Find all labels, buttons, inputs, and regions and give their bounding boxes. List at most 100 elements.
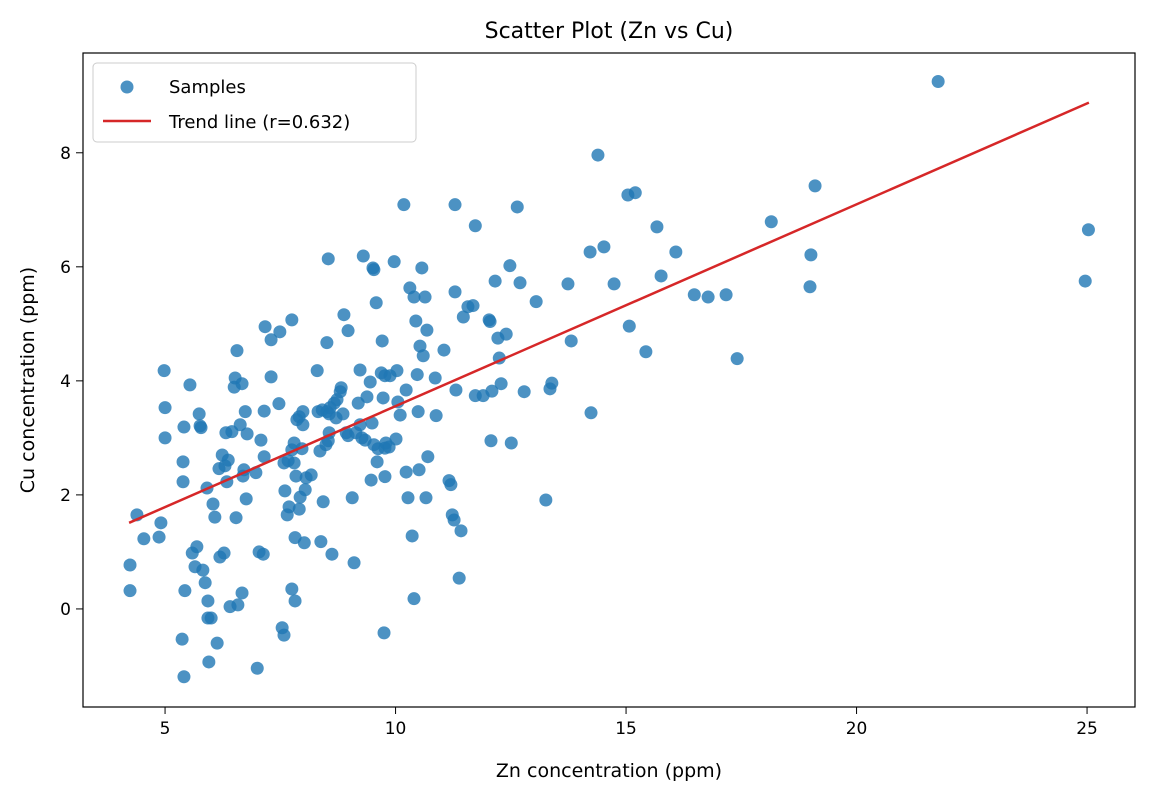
data-point [484, 434, 498, 448]
data-point [444, 478, 458, 492]
data-point [277, 628, 291, 642]
data-point [336, 407, 350, 421]
data-point [503, 259, 517, 273]
data-point [415, 261, 429, 275]
data-point [310, 364, 324, 378]
data-point [517, 385, 531, 399]
legend-samples-label: Samples [169, 77, 246, 98]
data-point [377, 626, 391, 640]
data-point [176, 455, 190, 469]
data-point [448, 198, 462, 212]
y-axis-label: Cu concentration (ppm) [17, 267, 39, 493]
data-point [304, 468, 318, 482]
data-point [314, 535, 328, 549]
data-point [337, 308, 351, 322]
data-point [364, 473, 378, 487]
data-point [597, 240, 611, 254]
data-point [499, 327, 513, 341]
data-point [296, 405, 310, 419]
data-point [447, 513, 461, 527]
data-point [272, 397, 286, 411]
data-point [529, 295, 543, 309]
data-point [229, 511, 243, 525]
data-point [369, 296, 383, 310]
y-tick-label: 0 [60, 600, 71, 620]
plot-marks [123, 75, 1095, 684]
data-point [399, 465, 413, 479]
data-point [235, 377, 249, 391]
data-point [177, 420, 191, 434]
data-point [206, 497, 220, 511]
data-point [804, 248, 818, 262]
data-point [365, 416, 379, 430]
data-point [428, 371, 442, 385]
data-point [419, 491, 433, 505]
legend: Samples Trend line (r=0.632) [92, 62, 417, 143]
data-point [285, 313, 299, 327]
data-point [420, 323, 434, 337]
data-point [412, 463, 426, 477]
data-point [192, 407, 206, 421]
data-point [1081, 223, 1095, 237]
data-point [485, 384, 499, 398]
data-point [325, 547, 339, 561]
data-point [287, 456, 301, 470]
data-point [370, 455, 384, 469]
y-tick-label: 4 [60, 372, 71, 392]
data-point [418, 290, 432, 304]
data-point [410, 368, 424, 382]
data-point [607, 277, 621, 291]
data-point [204, 611, 218, 625]
data-point [257, 404, 271, 418]
data-point [452, 571, 466, 585]
y-tick-label: 6 [60, 258, 71, 278]
data-point [564, 334, 578, 348]
data-point [483, 315, 497, 329]
y-tick-label: 8 [60, 144, 71, 164]
data-point [288, 594, 302, 608]
data-point [183, 378, 197, 392]
data-point [176, 475, 190, 489]
x-tick-label: 10 [385, 719, 407, 739]
data-point [416, 349, 430, 363]
data-point [401, 491, 415, 505]
x-tick-label: 20 [846, 719, 868, 739]
data-point [239, 492, 253, 506]
data-point [154, 516, 168, 530]
x-axis-label: Zn concentration (ppm) [496, 760, 722, 782]
data-point [764, 215, 778, 229]
data-point [397, 198, 411, 212]
data-point [390, 364, 404, 378]
legend-trend-label: Trend line (r=0.632) [168, 112, 350, 133]
data-point [393, 408, 407, 422]
data-point [367, 263, 381, 277]
data-point [363, 375, 377, 389]
data-point [468, 219, 482, 233]
data-point [407, 290, 421, 304]
data-point [157, 364, 171, 378]
data-point [411, 405, 425, 419]
data-point [488, 274, 502, 288]
data-point [238, 405, 252, 419]
x-tick-label: 15 [615, 719, 637, 739]
data-point [353, 363, 367, 377]
data-point [210, 636, 224, 650]
data-point [409, 314, 423, 328]
data-point [808, 179, 822, 193]
data-point [316, 495, 330, 509]
data-point [356, 249, 370, 263]
data-point [719, 288, 733, 302]
data-point [298, 483, 312, 497]
data-point [539, 493, 553, 507]
data-point [194, 421, 208, 435]
data-point [158, 431, 172, 445]
data-point [437, 343, 451, 357]
data-point [387, 255, 401, 269]
data-point [454, 524, 468, 538]
data-point [190, 540, 204, 554]
data-point [360, 390, 374, 404]
data-point [297, 536, 311, 550]
x-axis-ticks: 5 10 15 20 25 [160, 707, 1098, 739]
data-point [504, 436, 518, 450]
